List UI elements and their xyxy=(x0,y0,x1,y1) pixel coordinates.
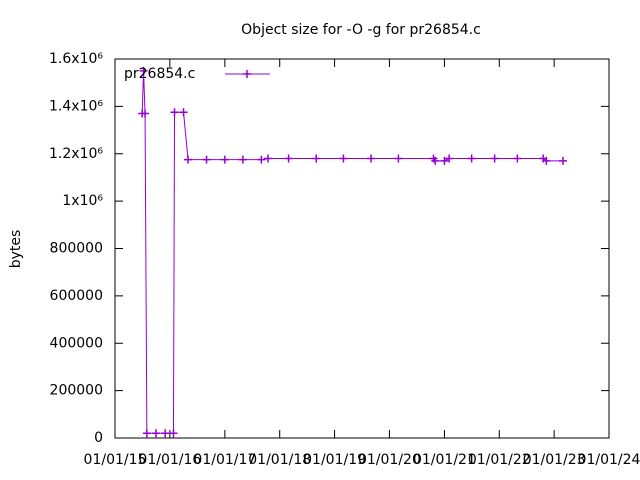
y-tick-label: 200000 xyxy=(50,383,103,399)
point xyxy=(202,155,211,164)
point xyxy=(220,155,229,164)
point xyxy=(513,154,522,163)
point xyxy=(184,155,193,164)
point xyxy=(169,429,178,438)
x-tick-label: 01/01/24 xyxy=(578,452,640,468)
point xyxy=(394,154,403,163)
y-tick-label: 600000 xyxy=(50,288,103,304)
point xyxy=(284,154,293,163)
y-tick-label: 400000 xyxy=(50,335,103,351)
x-tick-label: 01/01/22 xyxy=(468,452,531,468)
point xyxy=(542,156,551,165)
x-tick-label: 01/01/20 xyxy=(358,452,421,468)
point xyxy=(142,429,151,438)
point xyxy=(490,154,499,163)
point xyxy=(440,156,449,165)
point xyxy=(257,155,266,164)
point xyxy=(312,154,321,163)
point xyxy=(339,154,348,163)
chart-title: Object size for -O -g for pr26854.c xyxy=(241,22,481,38)
point xyxy=(170,108,179,117)
point xyxy=(263,154,272,163)
x-tick-label: 01/01/17 xyxy=(193,452,256,468)
point xyxy=(139,66,148,75)
point xyxy=(179,108,188,117)
point xyxy=(467,154,476,163)
point xyxy=(431,156,440,165)
y-tick-label: 1.6x10⁶ xyxy=(49,51,103,67)
x-tick-label: 01/01/18 xyxy=(248,452,311,468)
y-tick-label: 800000 xyxy=(50,241,103,257)
x-tick-label: 01/01/19 xyxy=(303,452,366,468)
point xyxy=(161,429,170,438)
x-tick-label: 01/01/16 xyxy=(138,452,201,468)
point xyxy=(238,155,247,164)
y-tick-label: 1.4x10⁶ xyxy=(49,98,103,114)
point xyxy=(367,154,376,163)
y-axis-label: bytes xyxy=(8,230,24,269)
x-tick-label: 01/01/21 xyxy=(413,452,476,468)
legend-marker xyxy=(243,70,251,78)
point xyxy=(141,109,150,118)
y-tick-label: 1x10⁶ xyxy=(62,193,103,209)
y-tick-label: 1.2x10⁶ xyxy=(49,146,103,162)
point xyxy=(445,154,454,163)
y-tick-label: 0 xyxy=(94,430,103,446)
point xyxy=(559,156,568,165)
point xyxy=(152,429,161,438)
x-tick-label: 01/01/15 xyxy=(84,452,147,468)
x-tick-label: 01/01/23 xyxy=(523,452,586,468)
legend-label: pr26854.c xyxy=(124,66,195,82)
